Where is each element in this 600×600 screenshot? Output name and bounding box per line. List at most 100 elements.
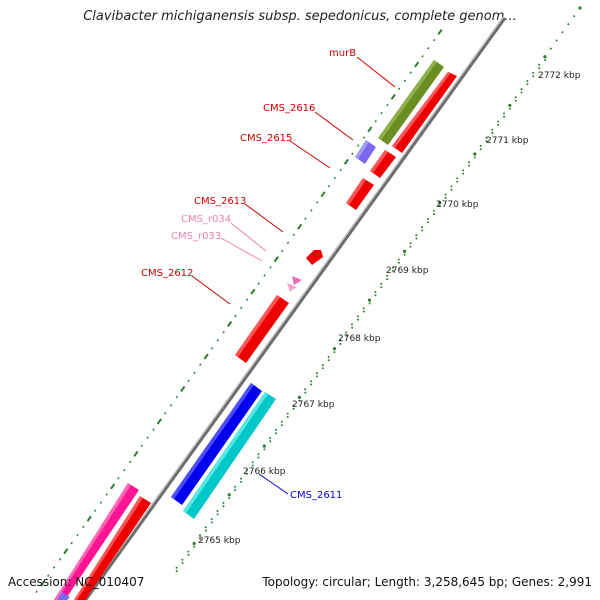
scale-tick — [380, 286, 383, 289]
scale-tick — [351, 326, 354, 329]
scale-tick — [508, 103, 512, 107]
scale-tick — [222, 501, 225, 504]
scale-tick — [251, 464, 254, 467]
feature-blue-large[interactable] — [171, 383, 262, 505]
scale-tick — [187, 379, 190, 383]
scale-tick — [175, 566, 178, 569]
scale-tick — [503, 115, 506, 118]
scale-tick — [339, 168, 342, 172]
feature-red-lower[interactable] — [74, 496, 151, 600]
scale-tick — [47, 574, 50, 577]
scale-tick — [351, 323, 353, 326]
scale-tick — [567, 23, 570, 26]
feature-red-small-a[interactable] — [346, 178, 374, 210]
scale-tick — [468, 164, 470, 167]
scale-tick — [227, 493, 231, 497]
scale-tick — [263, 448, 266, 451]
scale-tick — [199, 534, 201, 537]
label-CMS_2611[interactable]: CMS_2611 — [290, 490, 342, 501]
feature-lavender-bottom[interactable] — [57, 592, 70, 600]
scale-tick — [262, 444, 266, 448]
scale-tick — [508, 107, 511, 110]
scale-tick — [216, 510, 219, 512]
feature-magenta[interactable] — [54, 483, 139, 600]
feature-CMS_2611[interactable] — [183, 392, 276, 519]
scale-tick — [280, 420, 283, 423]
scale-tick — [234, 314, 237, 318]
scale-tick — [239, 477, 242, 480]
scale-tick — [86, 515, 92, 522]
scale-tick — [485, 140, 488, 143]
scale-tick — [181, 558, 184, 561]
scale-tick — [304, 391, 307, 394]
kbp-label-2767: 2767 kbp — [292, 400, 335, 410]
label-CMS_2613[interactable]: CMS_2613 — [194, 196, 246, 207]
scale-tick — [203, 353, 209, 360]
feature-CMS_2612[interactable] — [235, 295, 289, 363]
scale-tick — [193, 545, 196, 548]
scale-tick — [362, 307, 365, 310]
scale-tick — [152, 428, 155, 431]
scale-tick — [239, 306, 243, 310]
label-CMS_2615[interactable]: CMS_2615 — [240, 133, 292, 144]
feature-CMS_2616[interactable] — [355, 140, 376, 164]
scale-tick — [93, 509, 97, 512]
scale-tick — [339, 339, 342, 342]
scale-tick — [286, 412, 289, 415]
scale-tick — [343, 158, 350, 165]
feature-murB[interactable] — [378, 60, 444, 145]
scale-tick — [538, 67, 541, 70]
scale-tick — [339, 343, 342, 345]
feature-red-upper[interactable] — [392, 72, 457, 153]
scale-tick — [245, 472, 248, 475]
scale-tick — [532, 75, 535, 78]
scale-tick — [35, 590, 38, 594]
scale-tick — [391, 266, 394, 269]
scale-tick — [99, 501, 103, 504]
label-CMS_r033[interactable]: CMS_r033 — [171, 231, 221, 242]
feature-CMS_2615[interactable] — [370, 150, 396, 178]
scale-tick — [128, 460, 132, 464]
scale-tick — [216, 339, 220, 342]
kbp-label-2766: 2766 kbp — [243, 467, 286, 477]
scale-tick — [421, 226, 424, 229]
scale-tick — [63, 548, 69, 555]
scale-tick — [403, 253, 406, 256]
scale-tick — [390, 93, 396, 100]
scale-tick — [345, 334, 348, 337]
scale-tick — [438, 205, 441, 207]
label-murB[interactable]: murB — [329, 48, 356, 59]
label-CMS_2612[interactable]: CMS_2612 — [141, 268, 193, 279]
scale-tick — [123, 468, 126, 472]
scale-tick — [432, 209, 435, 212]
scale-tick — [386, 274, 389, 277]
scale-tick — [520, 91, 523, 94]
scale-tick — [374, 119, 377, 123]
scale-tick — [333, 176, 336, 180]
scale-tick — [192, 541, 196, 546]
scale-tick — [292, 233, 296, 237]
scale-tick — [497, 120, 500, 123]
scale-tick — [380, 111, 383, 115]
kbp-label-2768: 2768 kbp — [338, 334, 381, 344]
label-CMS_r034[interactable]: CMS_r034 — [181, 214, 231, 225]
label-CMS_2616[interactable]: CMS_2616 — [263, 103, 315, 114]
scale-tick — [561, 31, 564, 34]
scale-tick — [181, 562, 184, 564]
backbone — [82, 16, 507, 600]
scale-tick — [257, 456, 260, 459]
scale-tick — [467, 161, 470, 164]
scale-tick — [491, 128, 494, 131]
scale-tick — [332, 347, 337, 351]
kbp-label-2765: 2765 kbp — [198, 536, 241, 546]
feature-CMS_2613[interactable] — [306, 250, 323, 265]
scale-tick — [245, 298, 249, 301]
scale-tick — [82, 525, 85, 529]
feature-CMS_r033[interactable] — [287, 283, 297, 292]
label-leaders — [191, 56, 396, 495]
scale-tick — [432, 38, 436, 42]
feature-CMS_r034[interactable] — [292, 276, 302, 285]
kbp-tick-labels: 2772 kbp 2771 kbp 2770 kbp 2769 kbp 2768… — [198, 71, 581, 546]
scale-tick — [356, 315, 359, 318]
scale-tick — [427, 217, 429, 220]
